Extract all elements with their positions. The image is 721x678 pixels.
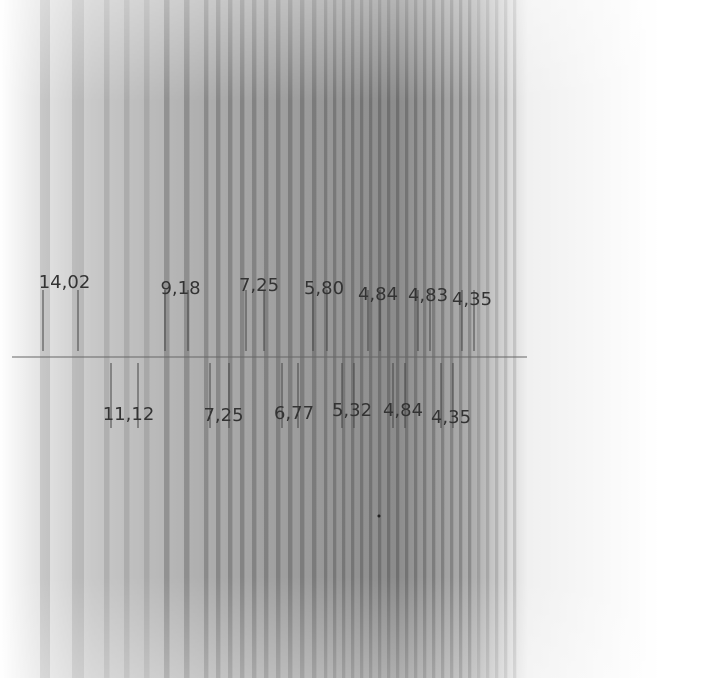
spacing-label: 4,84	[383, 400, 423, 421]
spacing-label: 11,12	[103, 404, 155, 425]
spacing-label: 7,25	[203, 405, 243, 426]
spacing-label: 4,35	[452, 289, 492, 310]
spacing-label: 9,18	[160, 278, 200, 299]
spacing-label: 14,02	[39, 272, 91, 293]
spacing-label: 6,77	[274, 403, 314, 424]
spacing-label: 5,80	[304, 278, 344, 299]
spacing-label: 7,25	[239, 275, 279, 296]
spacing-label: 4,83	[408, 285, 448, 306]
spacing-label: 4,84	[358, 284, 398, 305]
spacing-label: 5,32	[332, 400, 372, 421]
fade	[0, 0, 721, 678]
dot	[378, 515, 381, 518]
diffraction-image: 14,029,187,255,804,844,834,3511,127,256,…	[0, 0, 721, 678]
spacing-label: 4,35	[431, 407, 471, 428]
